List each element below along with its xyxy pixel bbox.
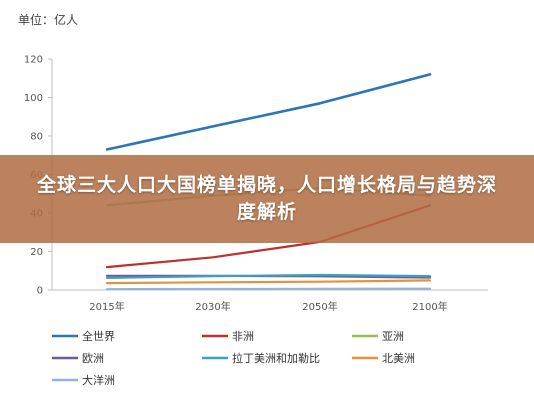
x-axis: 2015年 2030年 2050年 2100年 [52, 289, 488, 313]
y-tick-label: 20 [30, 247, 43, 258]
x-tick-label: 2100年 [412, 300, 447, 313]
unit-label: 单位：亿人 [18, 13, 79, 27]
legend-label: 非洲 [232, 330, 254, 343]
legend-label: 大洋洲 [82, 373, 115, 387]
series-line-4 [105, 273, 432, 279]
y-tick-label: 100 [24, 93, 43, 104]
legend-label: 全世界 [82, 329, 115, 343]
series-line-6 [105, 287, 432, 291]
headline-title: 全球三大人口大国榜单揭晓，人口增长格局与趋势深度解析 [36, 174, 497, 223]
y-tick-label: 80 [30, 132, 43, 143]
headline-banner: 全球三大人口大国榜单揭晓，人口增长格局与趋势深度解析 [0, 155, 534, 243]
x-tick-label: 2030年 [195, 300, 230, 313]
y-tick-label: 0 [37, 286, 43, 297]
x-tick-label: 2015年 [89, 300, 124, 313]
legend-label: 亚洲 [382, 330, 404, 343]
series-line-0 [105, 73, 432, 151]
legend-label: 北美洲 [382, 352, 415, 365]
legend-label: 拉丁美洲和加勒比 [232, 351, 320, 365]
series-line-5 [105, 279, 432, 285]
x-tick-label: 2050年 [302, 300, 337, 313]
y-tick-label: 120 [24, 55, 43, 66]
legend-label: 欧洲 [82, 352, 104, 365]
